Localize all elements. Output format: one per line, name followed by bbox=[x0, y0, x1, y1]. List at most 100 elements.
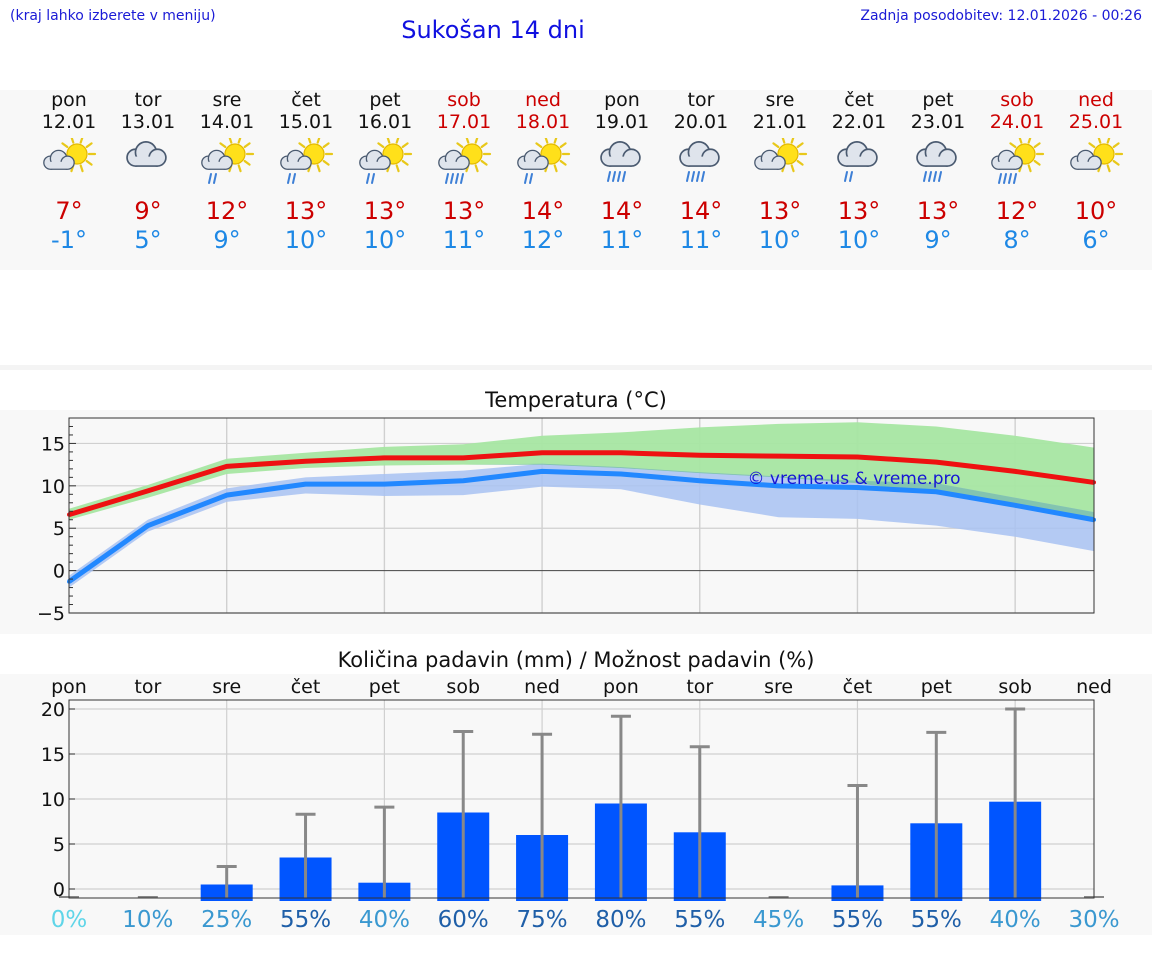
precipitation-chart-title: Količina padavin (mm) / Možnost padavin … bbox=[337, 648, 815, 672]
sun-ray bbox=[1027, 164, 1032, 173]
precipitation-probability: 40% bbox=[359, 907, 410, 933]
y-tick-label: 5 bbox=[53, 518, 65, 540]
sun-ray bbox=[1112, 159, 1120, 166]
cloud-rain-icon bbox=[837, 141, 878, 182]
day-name: ned bbox=[1078, 89, 1114, 111]
day-name: ned bbox=[525, 89, 561, 111]
day-date: 25.01 bbox=[1068, 111, 1124, 133]
day-name: pon bbox=[51, 89, 87, 111]
cloud-shape bbox=[991, 149, 1023, 170]
rain-drop bbox=[1008, 173, 1012, 184]
min-temperature-point bbox=[697, 478, 702, 483]
max-temperature-point bbox=[855, 455, 860, 459]
max-temperature: 12° bbox=[205, 197, 249, 225]
rain-drop bbox=[371, 173, 375, 184]
rain-drop bbox=[933, 171, 937, 182]
rain-drop bbox=[208, 173, 212, 184]
max-temperature-line bbox=[68, 450, 1095, 518]
cloud-shape bbox=[754, 149, 786, 170]
sun-ray bbox=[316, 164, 321, 173]
sun-cloud-heavy-rain-icon bbox=[991, 138, 1045, 184]
cloud-body bbox=[208, 161, 226, 170]
sun-ray bbox=[307, 138, 312, 144]
rain-drop bbox=[366, 173, 370, 184]
sun-ray bbox=[480, 159, 488, 166]
y-tick-label: 10 bbox=[41, 789, 65, 811]
day-date: 23.01 bbox=[910, 111, 966, 133]
cloud-shape bbox=[916, 141, 957, 167]
cloud-shape bbox=[1070, 149, 1102, 170]
cloud-heavy-rain-icon bbox=[600, 141, 641, 182]
sun-ray bbox=[474, 164, 479, 173]
cloud-body bbox=[998, 161, 1016, 170]
sun-ray bbox=[386, 138, 391, 144]
max-temperature: 14° bbox=[600, 197, 644, 225]
day-header: sob 17.01 bbox=[425, 89, 503, 133]
day-header: pon 19.01 bbox=[583, 89, 661, 133]
precipitation-probability: 25% bbox=[201, 907, 252, 933]
spacer-band bbox=[0, 365, 1152, 370]
max-temperature: 13° bbox=[837, 197, 881, 225]
precipitation-probability: 30% bbox=[1068, 907, 1119, 933]
min-temperature: -1° bbox=[51, 226, 87, 254]
sun-ray bbox=[243, 142, 251, 149]
sun-ray bbox=[553, 164, 558, 173]
page-title: Sukošan 14 dni bbox=[401, 16, 585, 44]
sun-ray bbox=[316, 138, 321, 144]
cloud-body bbox=[688, 156, 711, 167]
precip-day-label: sob bbox=[998, 676, 1032, 698]
max-temperature-point bbox=[145, 488, 150, 493]
rain-drop bbox=[617, 171, 621, 182]
cloud-heavy-rain-icon bbox=[679, 141, 720, 182]
max-temperature-point bbox=[540, 450, 545, 455]
rain-drop bbox=[460, 173, 464, 184]
sun-ray bbox=[1106, 164, 1111, 173]
day-name: tor bbox=[134, 89, 162, 111]
y-tick-label: 5 bbox=[53, 834, 65, 856]
cloud-body bbox=[1077, 161, 1095, 170]
watermark: © vreme.us & vreme.pro bbox=[747, 469, 960, 489]
sun-ray bbox=[1018, 138, 1023, 144]
day-header: čet 15.01 bbox=[267, 89, 345, 133]
sun-ray bbox=[790, 138, 795, 144]
min-temperature-line bbox=[67, 468, 1095, 584]
day-header: tor 13.01 bbox=[109, 89, 187, 133]
cloud-body bbox=[445, 161, 463, 170]
sun-ray bbox=[237, 138, 242, 144]
min-temperature: 9° bbox=[213, 226, 241, 254]
cloud-shape bbox=[517, 149, 549, 170]
min-temperature: 5° bbox=[134, 226, 162, 254]
sun-ray bbox=[85, 142, 93, 149]
min-temperature: 9° bbox=[924, 226, 952, 254]
max-temperature: 12° bbox=[995, 197, 1039, 225]
sun-ray bbox=[298, 142, 306, 149]
sun-cloud-rain-icon bbox=[359, 138, 413, 184]
sun-ray bbox=[401, 159, 409, 166]
day-name: tor bbox=[687, 89, 715, 111]
day-date: 24.01 bbox=[989, 111, 1045, 133]
max-temperature: 13° bbox=[442, 197, 486, 225]
sun-ray bbox=[85, 159, 93, 166]
max-temperature-point bbox=[303, 459, 308, 464]
rain-drop bbox=[607, 171, 611, 182]
min-temperature-point bbox=[1013, 503, 1018, 508]
cloud-body bbox=[846, 156, 869, 167]
sun-cloud-icon bbox=[43, 138, 97, 173]
min-temperature-point bbox=[776, 483, 781, 488]
cloud-body bbox=[50, 161, 68, 170]
y-tick-label: 10 bbox=[41, 476, 65, 498]
max-temperature: 14° bbox=[521, 197, 565, 225]
day-name: sob bbox=[447, 89, 481, 111]
max-temperature: 13° bbox=[916, 197, 960, 225]
rain-drop bbox=[686, 171, 690, 182]
max-temperature-point bbox=[224, 464, 229, 469]
sun-ray bbox=[1027, 138, 1032, 144]
y-tick-label: 20 bbox=[41, 699, 65, 721]
day-header: pon 12.01 bbox=[30, 89, 108, 133]
cloud-shape bbox=[359, 149, 391, 170]
precip-day-label: čet bbox=[843, 676, 873, 698]
rain-drop bbox=[455, 173, 459, 184]
max-temperature-point bbox=[776, 454, 781, 459]
sun-ray bbox=[237, 164, 242, 173]
day-header: čet 22.01 bbox=[820, 89, 898, 133]
